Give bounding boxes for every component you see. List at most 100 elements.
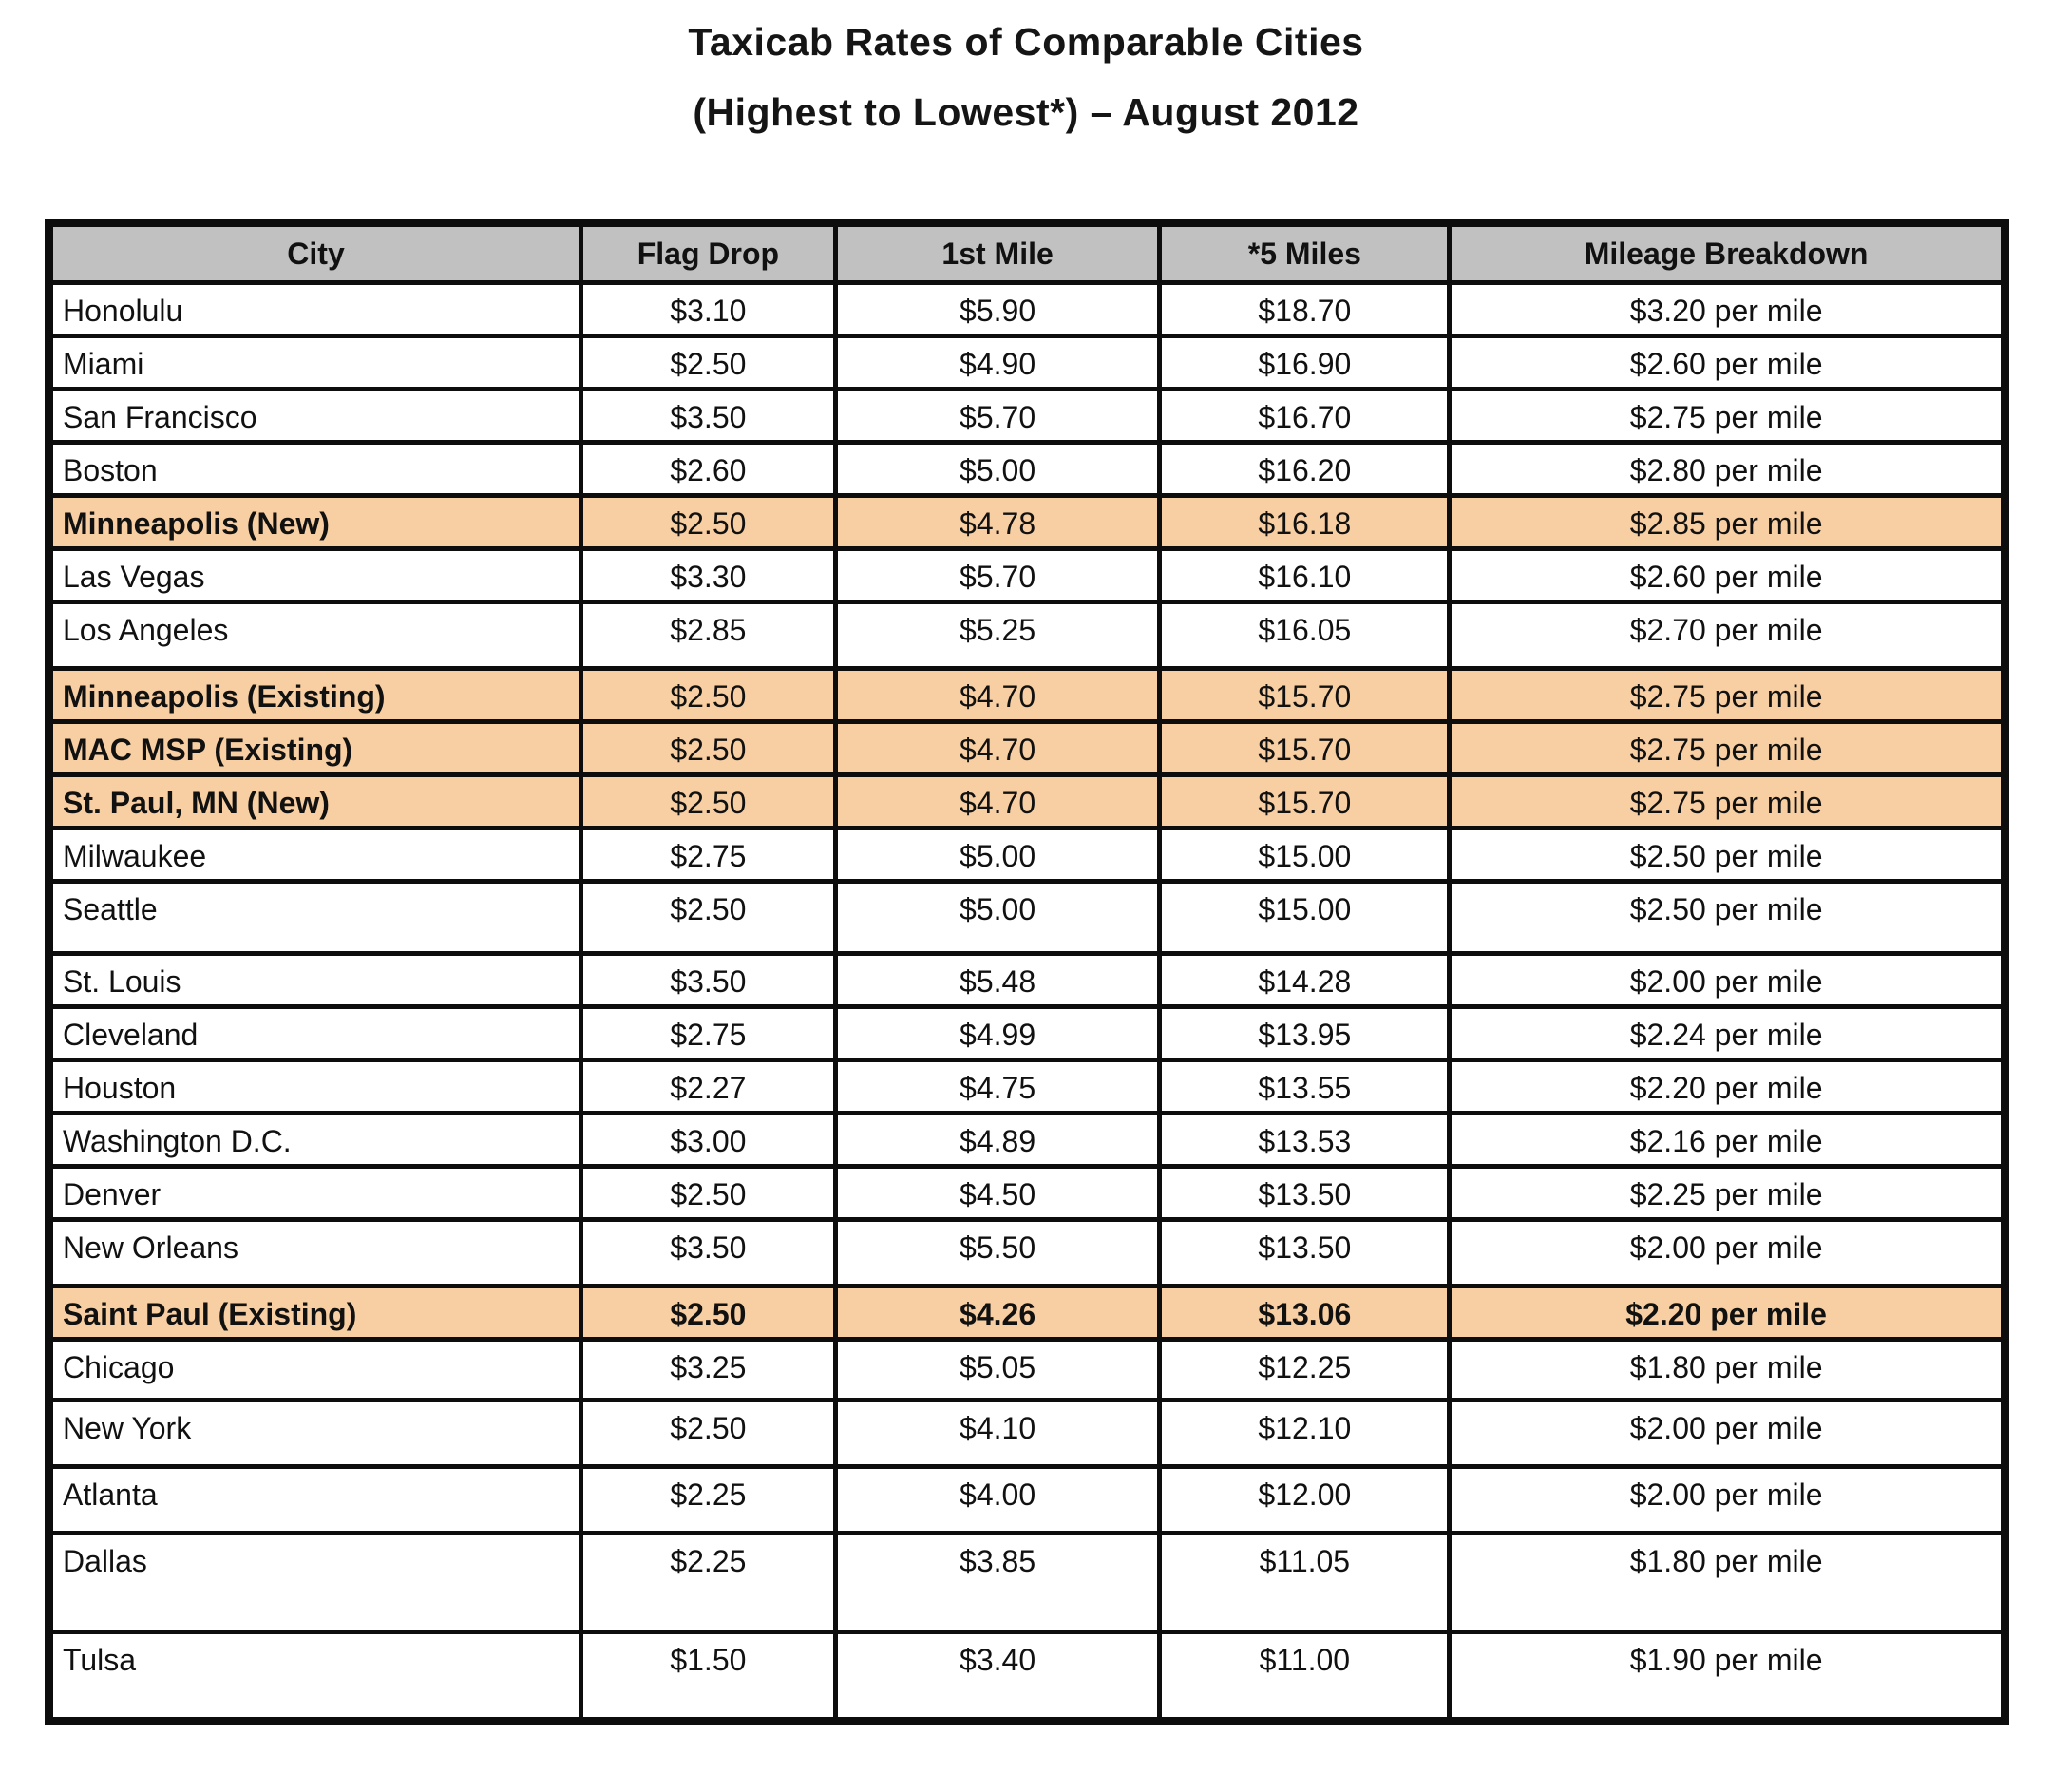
cell-mileage-breakdown: $2.70 per mile — [1447, 600, 2007, 671]
cell-mileage-breakdown: $2.16 per mile — [1447, 1111, 2007, 1169]
cell-first-mile: $4.70 — [832, 719, 1163, 777]
table-row: St. Paul, MN (New) $2.50 $4.70 $15.70 $2… — [46, 772, 2007, 830]
cell-five-miles: $12.00 — [1157, 1464, 1453, 1535]
header-cell-city: City — [46, 220, 584, 285]
table-row: Houston $2.27 $4.75 $13.55 $2.20 per mil… — [46, 1058, 2007, 1115]
cell-five-miles: $18.70 — [1157, 280, 1453, 338]
cell-five-miles: $16.90 — [1157, 334, 1453, 391]
table-row: New Orleans $3.50 $5.50 $13.50 $2.00 per… — [46, 1217, 2007, 1288]
title-block: Taxicab Rates of Comparable Cities (High… — [0, 0, 2052, 137]
cell-city: Minneapolis (New) — [46, 493, 584, 551]
header-row: City Flag Drop 1st Mile *5 Miles Mileage… — [46, 220, 2007, 285]
cell-city: Denver — [46, 1164, 584, 1222]
cell-flag-drop: $2.50 — [579, 666, 838, 724]
cell-first-mile: $5.70 — [832, 546, 1163, 604]
cell-mileage-breakdown: $2.00 per mile — [1447, 1464, 2007, 1535]
cell-five-miles: $12.10 — [1157, 1398, 1453, 1469]
cell-flag-drop: $3.00 — [579, 1111, 838, 1169]
cell-mileage-breakdown: $2.25 per mile — [1447, 1164, 2007, 1222]
cell-first-mile: $4.75 — [832, 1058, 1163, 1115]
cell-flag-drop: $2.50 — [579, 493, 838, 551]
table-row: Chicago $3.25 $5.05 $12.25 $1.80 per mil… — [46, 1337, 2007, 1402]
cell-city: MAC MSP (Existing) — [46, 719, 584, 777]
cell-first-mile: $5.25 — [832, 600, 1163, 671]
cell-flag-drop: $2.50 — [579, 772, 838, 830]
cell-flag-drop: $2.50 — [579, 1284, 838, 1342]
cell-flag-drop: $3.10 — [579, 280, 838, 338]
cell-first-mile: $4.10 — [832, 1398, 1163, 1469]
table-row: Honolulu $3.10 $5.90 $18.70 $3.20 per mi… — [46, 280, 2007, 338]
cell-mileage-breakdown: $2.00 per mile — [1447, 1217, 2007, 1288]
cell-flag-drop: $2.85 — [579, 600, 838, 671]
cell-mileage-breakdown: $3.20 per mile — [1447, 280, 2007, 338]
cell-five-miles: $16.70 — [1157, 387, 1453, 445]
cell-five-miles: $13.95 — [1157, 1004, 1453, 1062]
cell-five-miles: $16.20 — [1157, 440, 1453, 498]
cell-city: Honolulu — [46, 280, 584, 338]
cell-flag-drop: $2.25 — [579, 1464, 838, 1535]
cell-flag-drop: $2.27 — [579, 1058, 838, 1115]
cell-five-miles: $16.05 — [1157, 600, 1453, 671]
cell-first-mile: $5.00 — [832, 826, 1163, 884]
cell-first-mile: $4.89 — [832, 1111, 1163, 1169]
header-cell-flag-drop: Flag Drop — [579, 220, 838, 285]
cell-flag-drop: $3.25 — [579, 1337, 838, 1402]
cell-city: Los Angeles — [46, 600, 584, 671]
cell-city: Atlanta — [46, 1464, 584, 1535]
cell-mileage-breakdown: $2.75 per mile — [1447, 772, 2007, 830]
table-row: Minneapolis (Existing) $2.50 $4.70 $15.7… — [46, 666, 2007, 724]
cell-five-miles: $15.70 — [1157, 719, 1453, 777]
header-cell-first-mile: 1st Mile — [832, 220, 1163, 285]
cell-five-miles: $16.10 — [1157, 546, 1453, 604]
cell-city: Dallas — [46, 1531, 584, 1634]
cell-five-miles: $13.50 — [1157, 1164, 1453, 1222]
cell-five-miles: $13.50 — [1157, 1217, 1453, 1288]
cell-city: Saint Paul (Existing) — [46, 1284, 584, 1342]
cell-mileage-breakdown: $2.60 per mile — [1447, 546, 2007, 604]
cell-city: New York — [46, 1398, 584, 1469]
table-row: Atlanta $2.25 $4.00 $12.00 $2.00 per mil… — [46, 1464, 2007, 1535]
cell-first-mile: $5.48 — [832, 951, 1163, 1009]
cell-five-miles: $15.70 — [1157, 666, 1453, 724]
cell-first-mile: $4.90 — [832, 334, 1163, 391]
table-row: Seattle $2.50 $5.00 $15.00 $2.50 per mil… — [46, 879, 2007, 956]
cell-city: St. Paul, MN (New) — [46, 772, 584, 830]
cell-city: Seattle — [46, 879, 584, 956]
cell-five-miles: $12.25 — [1157, 1337, 1453, 1402]
cell-flag-drop: $3.50 — [579, 1217, 838, 1288]
cell-flag-drop: $2.50 — [579, 1398, 838, 1469]
cell-mileage-breakdown: $2.75 per mile — [1447, 719, 2007, 777]
table-row: Los Angeles $2.85 $5.25 $16.05 $2.70 per… — [46, 600, 2007, 671]
cell-first-mile: $4.78 — [832, 493, 1163, 551]
cell-city: New Orleans — [46, 1217, 584, 1288]
cell-first-mile: $4.26 — [832, 1284, 1163, 1342]
table-row: Milwaukee $2.75 $5.00 $15.00 $2.50 per m… — [46, 826, 2007, 884]
cell-flag-drop: $1.50 — [579, 1630, 838, 1724]
cell-flag-drop: $2.50 — [579, 719, 838, 777]
cell-first-mile: $4.99 — [832, 1004, 1163, 1062]
cell-mileage-breakdown: $1.90 per mile — [1447, 1630, 2007, 1724]
cell-city: St. Louis — [46, 951, 584, 1009]
cell-first-mile: $4.50 — [832, 1164, 1163, 1222]
cell-mileage-breakdown: $2.60 per mile — [1447, 334, 2007, 391]
cell-five-miles: $15.00 — [1157, 826, 1453, 884]
cell-mileage-breakdown: $2.20 per mile — [1447, 1284, 2007, 1342]
table-row: Minneapolis (New) $2.50 $4.78 $16.18 $2.… — [46, 493, 2007, 551]
cell-city: Tulsa — [46, 1630, 584, 1724]
cell-flag-drop: $2.25 — [579, 1531, 838, 1634]
taxicab-rates-table: City Flag Drop 1st Mile *5 Miles Mileage… — [45, 219, 2009, 1725]
cell-flag-drop: $3.30 — [579, 546, 838, 604]
cell-city: Washington D.C. — [46, 1111, 584, 1169]
cell-mileage-breakdown: $1.80 per mile — [1447, 1337, 2007, 1402]
cell-first-mile: $4.00 — [832, 1464, 1163, 1535]
table-row: Las Vegas $3.30 $5.70 $16.10 $2.60 per m… — [46, 546, 2007, 604]
cell-first-mile: $5.00 — [832, 440, 1163, 498]
cell-first-mile: $4.70 — [832, 772, 1163, 830]
cell-five-miles: $15.70 — [1157, 772, 1453, 830]
cell-mileage-breakdown: $2.50 per mile — [1447, 826, 2007, 884]
table-row: MAC MSP (Existing) $2.50 $4.70 $15.70 $2… — [46, 719, 2007, 777]
cell-five-miles: $11.00 — [1157, 1630, 1453, 1724]
table-row: Dallas $2.25 $3.85 $11.05 $1.80 per mile — [46, 1531, 2007, 1634]
cell-first-mile: $5.00 — [832, 879, 1163, 956]
